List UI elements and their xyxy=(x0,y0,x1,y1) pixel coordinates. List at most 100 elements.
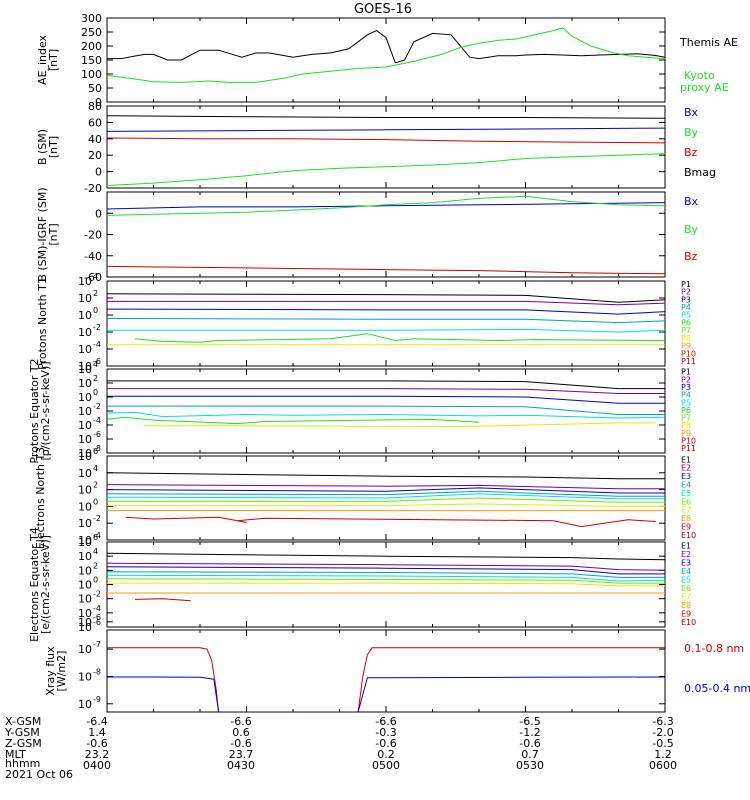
series-line-p3 xyxy=(107,395,665,404)
legend-item: P5 xyxy=(681,398,691,407)
legend-item: E6 xyxy=(681,497,691,506)
legend-item: E8 xyxy=(681,601,691,610)
series-line-e4 xyxy=(107,490,665,497)
ephemeris-row-label: X-GSM xyxy=(5,715,41,728)
y-axis-label-line: B (SM)-IGRF (SM) xyxy=(36,187,49,281)
ephemeris-value: -0.6 xyxy=(230,737,251,750)
series-line-e2 xyxy=(107,484,665,490)
legend-item: P10 xyxy=(681,349,696,358)
time-tick-label: 0400 xyxy=(83,759,111,772)
y-tick-label: 10 xyxy=(78,292,92,305)
y-tick-label: 10 xyxy=(78,309,92,322)
y-axis-label-line: AE_index xyxy=(36,34,49,85)
y-tick-label: 10 xyxy=(78,433,92,446)
y-tick-exponent: 4 xyxy=(93,272,98,281)
series-line-bz xyxy=(107,265,665,275)
y-axis-label: B (SM)-IGRF (SM)[nT] xyxy=(36,187,60,281)
series-line-e1 xyxy=(107,552,665,561)
ephemeris-value: 0.7 xyxy=(521,748,539,761)
y-tick-exponent: 6 xyxy=(93,533,98,542)
series-line-p5 xyxy=(107,411,665,419)
y-tick-exponent: -7 xyxy=(93,640,101,649)
y-tick-exponent: -9 xyxy=(93,695,101,704)
ephemeris-value: -6.6 xyxy=(375,715,396,728)
legend-item: P3 xyxy=(681,295,691,304)
ephemeris-value: 23.2 xyxy=(85,748,110,761)
y-axis-label-line: [nT] xyxy=(47,136,60,158)
legend-item: P11 xyxy=(681,444,696,453)
y-tick-exponent: 0 xyxy=(93,497,98,506)
y-axis-label-line: Protons Equator T2 xyxy=(28,358,41,463)
legend-item: E3 xyxy=(681,472,691,481)
y-tick-label: 20 xyxy=(88,149,102,162)
y-axis-label-line: [W/m2] xyxy=(55,651,68,692)
date-label: 2021 Oct 06 xyxy=(5,768,73,781)
ephemeris-value: -6.6 xyxy=(230,715,251,728)
legend-item: P7 xyxy=(681,326,691,335)
series-line-e1 xyxy=(107,472,665,480)
legend-item: Bmag xyxy=(684,166,716,179)
legend-item: E9 xyxy=(681,523,691,532)
legend-item: Kyoto proxy AE xyxy=(680,69,729,94)
series-line-p3 xyxy=(107,308,665,315)
time-tick-label: 0530 xyxy=(516,759,544,772)
y-tick-exponent: 4 xyxy=(93,547,98,556)
y-tick-exponent: -4 xyxy=(93,340,101,349)
y-tick-label: 150 xyxy=(81,54,102,67)
y-tick-exponent: 2 xyxy=(93,289,98,298)
ephemeris-value: -0.6 xyxy=(375,737,396,750)
legend-item: P9 xyxy=(681,429,691,438)
legend-item: P11 xyxy=(681,357,696,366)
legend-item: E1 xyxy=(681,541,691,550)
ephemeris-value: -6.3 xyxy=(652,715,673,728)
y-tick-exponent: 0 xyxy=(93,388,98,397)
y-tick-exponent: 4 xyxy=(93,360,98,369)
ephemeris-value: -0.6 xyxy=(86,737,107,750)
y-tick-label: 10 xyxy=(78,377,92,390)
y-tick-label: 10 xyxy=(78,343,92,356)
y-tick-label: 10 xyxy=(78,517,92,530)
y-tick-label: 10 xyxy=(78,564,92,577)
legend-item: P7 xyxy=(681,414,691,423)
series-line-e9 xyxy=(125,516,656,528)
series-line-p4 xyxy=(107,317,665,324)
y-axis-label-line: Electrons North T3 xyxy=(34,447,47,549)
y-tick-label: -60 xyxy=(84,271,102,284)
y-axis-label: Protons North T1 xyxy=(36,277,49,370)
y-tick-label: 10 xyxy=(78,534,92,547)
series-line-bz xyxy=(107,137,665,144)
legend-item-line: Themis AE xyxy=(679,36,738,49)
legend-item: P5 xyxy=(681,311,691,320)
legend-item: P1 xyxy=(681,368,691,377)
ephemeris-value: -2.0 xyxy=(652,726,673,739)
series-line-e3 xyxy=(107,487,665,494)
y-axis-label: Protons Equator T2[p/(cm2-s-sr-keV)] xyxy=(28,358,52,463)
ephemeris-value: 1.4 xyxy=(88,726,106,739)
y-axis-label: Xray flux[W/m2] xyxy=(44,646,68,696)
y-axis-label-line: [nT] xyxy=(47,49,60,71)
series-line-e6 xyxy=(107,578,665,584)
series-line-p4 xyxy=(107,405,665,415)
legend-item: Bx xyxy=(684,106,699,119)
time-axis-label: hhmm xyxy=(5,757,40,770)
y-tick-label: 10 xyxy=(78,467,92,480)
series-line-e9 xyxy=(134,598,191,602)
legend-item: E7 xyxy=(681,592,691,601)
legend-item: P1 xyxy=(681,280,691,289)
y-tick-exponent: -6 xyxy=(93,430,101,439)
legend-item: E5 xyxy=(681,489,691,498)
legend-item-line: proxy AE xyxy=(680,81,729,94)
y-axis-label-line: B (SM) xyxy=(36,129,49,165)
y-tick-exponent: -4 xyxy=(93,604,101,613)
y-tick-label: 0 xyxy=(95,207,102,220)
y-tick-label: -20 xyxy=(84,182,102,195)
legend-item: By xyxy=(684,126,699,139)
ephemeris-value: -1.2 xyxy=(519,726,540,739)
legend-item: P2 xyxy=(681,288,691,297)
series-line-bmag xyxy=(107,115,665,119)
legend-item: E2 xyxy=(681,550,691,559)
y-tick-label: 10 xyxy=(78,419,92,432)
y-axis-label-line: [nT] xyxy=(47,223,60,245)
